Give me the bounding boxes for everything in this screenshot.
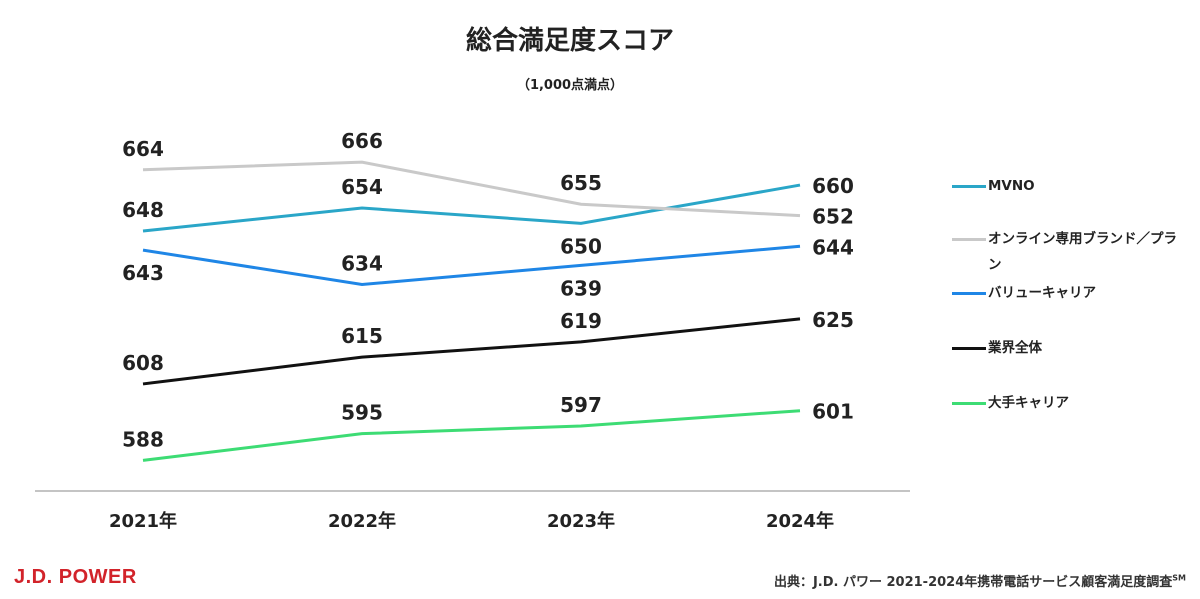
line-chart: 2021年 2022年 2023年 2024年 648 654 650 660 664 666 65… xyxy=(35,129,910,532)
source-sup: SM xyxy=(1172,573,1186,583)
data-label: 644 xyxy=(812,235,854,259)
data-label: 639 xyxy=(560,276,602,300)
legend-item: 業界全体 xyxy=(952,335,1178,361)
legend-label: オンライン専用ブランド／プラン xyxy=(988,231,1177,273)
data-label: 625 xyxy=(812,308,854,332)
data-label: 643 xyxy=(122,261,164,285)
data-label: 634 xyxy=(341,252,383,276)
source-note: 出典：J.D. パワー 2021-2024年携帯電話サービス顧客満足度調査SM xyxy=(774,571,1186,590)
series-line-2 xyxy=(142,160,801,218)
chart-subtitle: （1,000点満点） xyxy=(516,78,624,93)
data-label: 648 xyxy=(122,198,164,222)
jd-power-logo: J.D. POWER xyxy=(14,566,137,588)
legend-swatch xyxy=(952,292,986,295)
x-tick-label: 2021年 xyxy=(109,510,177,532)
source-text: 出典：J.D. パワー 2021-2024年携帯電話サービス顧客満足度調査 xyxy=(773,575,1173,590)
legend-label: 業界全体 xyxy=(988,340,1042,356)
data-label: 601 xyxy=(812,400,854,424)
legend-label: MVNO xyxy=(988,178,1035,194)
data-label: 666 xyxy=(341,129,383,153)
series-line-3 xyxy=(142,244,801,287)
legend-swatch xyxy=(952,402,986,405)
data-label: 597 xyxy=(560,393,602,417)
legend-item: バリューキャリア xyxy=(952,280,1178,306)
legend-label: バリューキャリア xyxy=(988,285,1096,301)
data-label: 619 xyxy=(560,309,602,333)
legend-item: オンライン専用ブランド／プラン xyxy=(952,226,1178,278)
data-label: 615 xyxy=(341,324,383,348)
data-label: 650 xyxy=(560,234,602,258)
x-tick-label: 2022年 xyxy=(328,510,396,532)
data-label: 652 xyxy=(812,205,854,229)
data-label: 654 xyxy=(341,175,383,199)
data-label: 608 xyxy=(122,351,164,375)
legend-swatch xyxy=(952,185,986,188)
legend-item: MVNO xyxy=(952,173,1178,199)
series-line-4 xyxy=(142,317,801,386)
legend-item: 大手キャリア xyxy=(952,390,1178,416)
x-tick-label: 2024年 xyxy=(766,510,834,532)
data-label: 655 xyxy=(560,171,602,195)
data-label: 660 xyxy=(812,174,854,198)
data-label: 664 xyxy=(122,137,164,161)
data-label: 588 xyxy=(122,427,164,451)
x-tick-label: 2023年 xyxy=(547,510,615,532)
series-line-5 xyxy=(142,409,801,462)
legend-swatch xyxy=(952,347,986,350)
chart-title: 総合満足度スコア xyxy=(465,26,674,56)
series-line-1 xyxy=(142,183,801,233)
legend-swatch xyxy=(952,238,986,241)
data-label: 595 xyxy=(341,401,383,425)
legend-label: 大手キャリア xyxy=(988,395,1069,411)
